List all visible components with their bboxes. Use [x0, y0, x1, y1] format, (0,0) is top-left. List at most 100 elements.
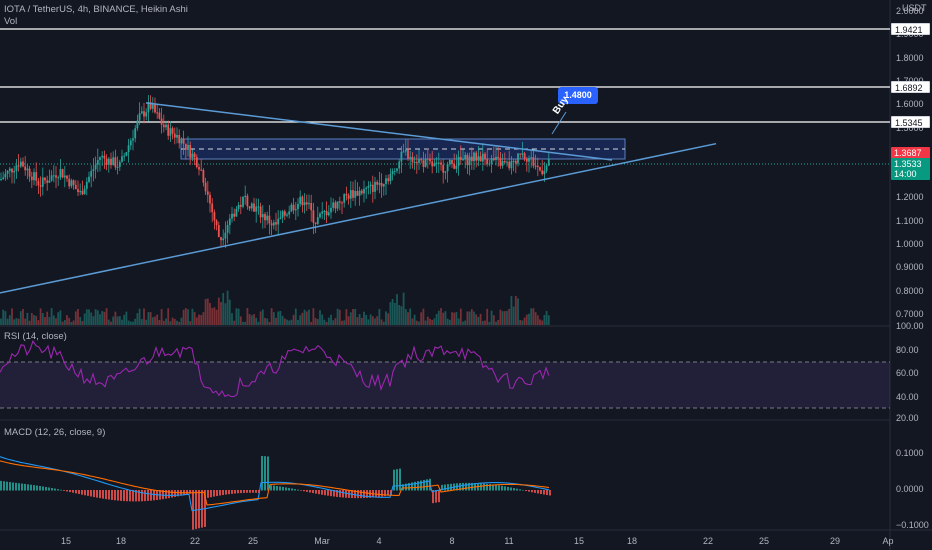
macd-histogram-bar	[48, 487, 50, 491]
volume-bar	[332, 320, 335, 325]
macd-histogram-bar	[363, 490, 365, 499]
target-price-tag[interactable]: 1.4800	[558, 87, 598, 104]
candle-body	[286, 214, 288, 216]
candle-body	[545, 165, 548, 171]
candle-body	[134, 128, 137, 139]
candle-body	[411, 157, 414, 163]
volume-bar	[532, 308, 535, 325]
macd-histogram-bar	[384, 490, 386, 497]
volume-bar	[173, 318, 176, 325]
candle-body	[292, 204, 295, 211]
macd-histogram-bar	[312, 490, 314, 494]
macd-histogram-bar	[150, 490, 152, 501]
volume-bar	[268, 321, 271, 325]
price-tick: 2.0000	[896, 6, 924, 16]
candle-body	[24, 166, 27, 171]
candle-body	[376, 181, 379, 185]
candle-body	[528, 157, 530, 162]
macd-histogram-bar	[402, 484, 404, 491]
volume-bar	[453, 312, 456, 325]
candle-body	[173, 133, 176, 138]
volume-bar	[228, 299, 231, 325]
volume-label: Vol	[4, 16, 18, 27]
candle-body	[382, 183, 385, 187]
candle-body	[391, 171, 394, 175]
macd-histogram-bar	[276, 485, 278, 491]
volume-bar	[96, 310, 99, 325]
candle-body	[110, 158, 112, 166]
volume-bar	[316, 319, 319, 325]
candle-body	[409, 157, 412, 159]
candle-body	[534, 165, 537, 167]
candle-body	[81, 190, 84, 195]
volume-bar	[149, 312, 152, 325]
level-label-1: 1.9421	[891, 23, 930, 35]
macd-histogram-bar	[327, 490, 329, 496]
macd-histogram-bar	[300, 490, 302, 491]
candle-body	[429, 158, 431, 162]
candle-body	[539, 167, 541, 171]
volume-bar	[484, 320, 486, 325]
volume-bar	[396, 294, 398, 325]
candle-body	[167, 124, 170, 136]
volume-bar	[19, 311, 22, 325]
macd-histogram-bar	[237, 490, 239, 494]
volume-bar	[330, 314, 332, 325]
volume-bar	[393, 302, 396, 325]
volume-bar	[323, 319, 326, 325]
candle-body	[30, 176, 33, 181]
volume-bar	[473, 311, 475, 325]
candle-body	[112, 157, 115, 166]
level-label-2: 1.6892	[891, 81, 930, 93]
volume-bar	[213, 307, 216, 325]
macd-histogram-bar	[291, 488, 293, 491]
volume-bar	[193, 312, 196, 325]
candle-body	[156, 112, 159, 114]
candle-body	[444, 171, 447, 173]
volume-bar	[92, 316, 95, 325]
macd-histogram-bar	[240, 490, 242, 494]
volume-bar	[398, 305, 401, 325]
macd-histogram-bar	[210, 490, 212, 498]
macd-histogram-bar	[441, 484, 443, 491]
candle-body	[336, 201, 339, 209]
volume-bar	[242, 321, 244, 325]
candle-body	[360, 190, 363, 194]
candle-body	[492, 158, 495, 161]
candle-body	[162, 124, 165, 128]
ascending-trendline	[0, 142, 717, 294]
volume-bar	[299, 315, 302, 325]
rsi-tick: 100.00	[896, 321, 924, 331]
macd-histogram-bar	[234, 490, 236, 494]
volume-bar	[479, 313, 482, 325]
volume-bar	[246, 308, 249, 325]
macd-histogram-bar	[138, 490, 140, 502]
macd-histogram-bar	[57, 489, 59, 491]
volume-bar	[534, 312, 537, 325]
volume-bar	[22, 309, 24, 325]
volume-bar	[28, 320, 31, 325]
macd-histogram-bar	[426, 479, 428, 491]
macd-histogram-bar	[303, 490, 305, 492]
volume-bar	[301, 312, 304, 325]
macd-histogram-bar	[219, 490, 221, 496]
volume-bar	[116, 316, 119, 325]
macd-histogram-bar	[186, 490, 188, 495]
candle-body	[88, 176, 90, 182]
candle-body	[68, 178, 71, 187]
volume-bar	[466, 311, 469, 325]
macd-histogram-bar	[225, 490, 227, 495]
macd-histogram-bar	[6, 481, 8, 491]
macd-histogram-bar	[504, 486, 506, 491]
candle-body	[367, 186, 370, 188]
volume-bar	[17, 318, 20, 325]
candle-body	[283, 211, 286, 216]
volume-bar	[341, 320, 343, 325]
macd-histogram-bar	[51, 488, 53, 491]
volume-bar	[506, 310, 508, 325]
candle-body	[248, 206, 251, 209]
macd-histogram-bar	[9, 482, 11, 491]
volume-bar	[136, 313, 139, 325]
